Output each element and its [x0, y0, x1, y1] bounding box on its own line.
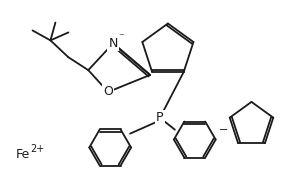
Text: N: N: [108, 37, 118, 50]
Text: P: P: [156, 111, 164, 124]
Text: 2+: 2+: [31, 144, 45, 153]
Text: −: −: [219, 125, 228, 135]
Text: O: O: [103, 85, 113, 99]
Text: ⁻: ⁻: [118, 32, 124, 42]
Text: Fe: Fe: [16, 148, 30, 161]
